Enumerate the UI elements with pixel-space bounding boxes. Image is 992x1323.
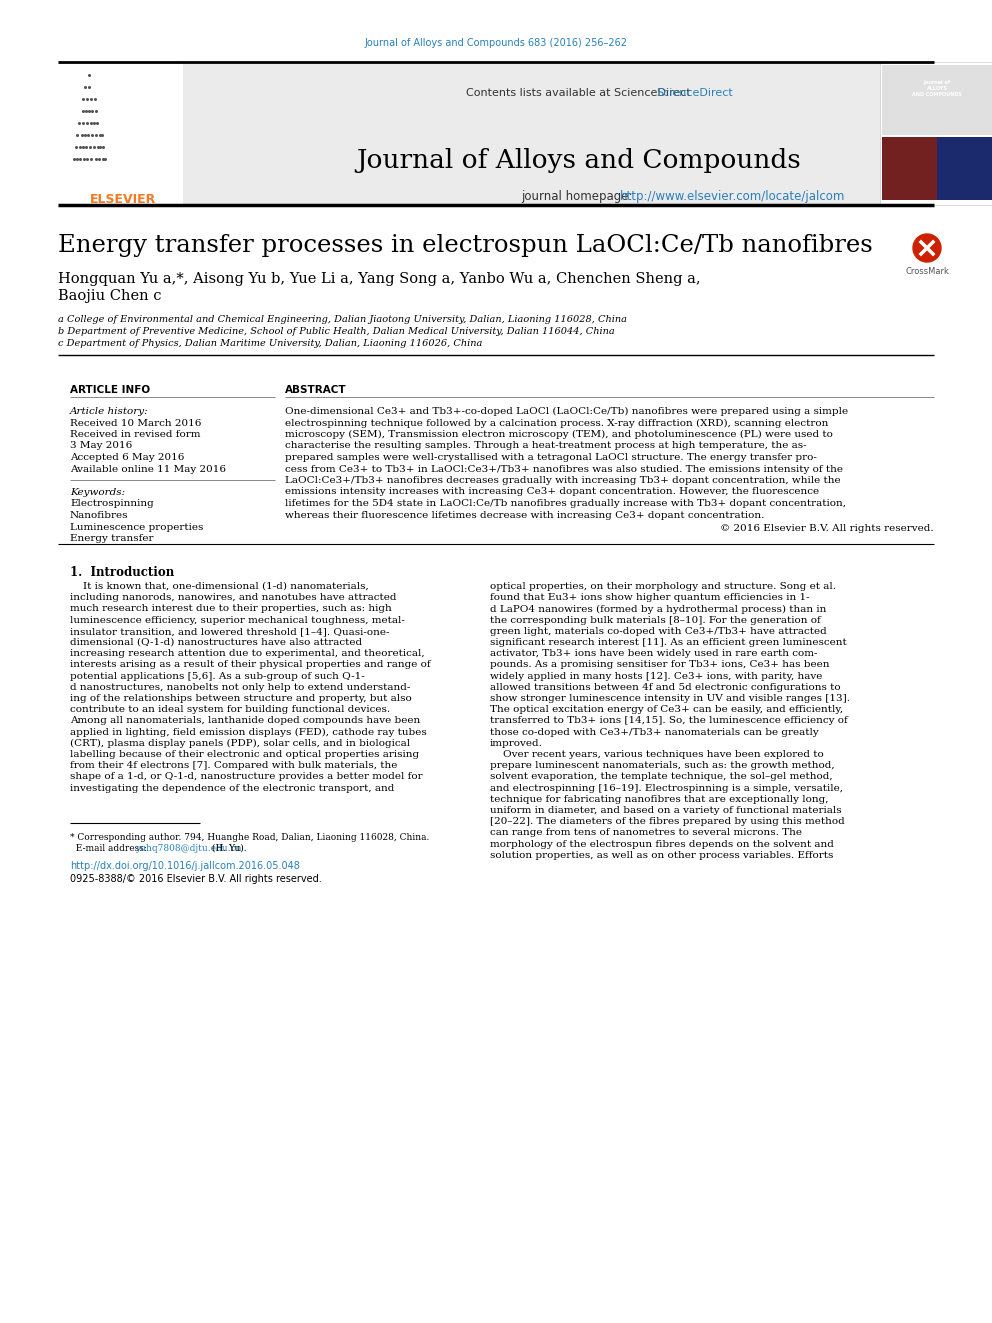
Text: shape of a 1-d, or Q-1-d, nanostructure provides a better model for: shape of a 1-d, or Q-1-d, nanostructure … <box>70 773 423 782</box>
Text: a College of Environmental and Chemical Engineering, Dalian Jiaotong University,: a College of Environmental and Chemical … <box>58 315 627 324</box>
Text: yuhq7808@djtu.edu.cn: yuhq7808@djtu.edu.cn <box>135 844 241 853</box>
Text: investigating the dependence of the electronic transport, and: investigating the dependence of the elec… <box>70 783 395 792</box>
Text: d LaPO4 nanowires (formed by a hydrothermal process) than in: d LaPO4 nanowires (formed by a hydrother… <box>490 605 826 614</box>
Text: Electrospinning: Electrospinning <box>70 500 154 508</box>
Text: technique for fabricating nanofibres that are exceptionally long,: technique for fabricating nanofibres tha… <box>490 795 828 804</box>
Text: potential applications [5,6]. As a sub-group of such Q-1-: potential applications [5,6]. As a sub-g… <box>70 672 365 680</box>
Text: activator, Tb3+ ions have been widely used in rare earth com-: activator, Tb3+ ions have been widely us… <box>490 650 817 659</box>
Text: [20–22]. The diameters of the fibres prepared by using this method: [20–22]. The diameters of the fibres pre… <box>490 818 845 826</box>
Text: LaOCl:Ce3+/Tb3+ nanofibres decreases gradually with increasing Tb3+ dopant conce: LaOCl:Ce3+/Tb3+ nanofibres decreases gra… <box>285 476 840 486</box>
Text: Journal of Alloys and Compounds 683 (2016) 256–262: Journal of Alloys and Compounds 683 (201… <box>364 38 628 48</box>
Text: cess from Ce3+ to Tb3+ in LaOCl:Ce3+/Tb3+ nanofibres was also studied. The emiss: cess from Ce3+ to Tb3+ in LaOCl:Ce3+/Tb3… <box>285 464 843 474</box>
Text: optical properties, on their morphology and structure. Song et al.: optical properties, on their morphology … <box>490 582 836 591</box>
Text: Available online 11 May 2016: Available online 11 May 2016 <box>70 464 226 474</box>
Bar <box>882 138 937 200</box>
Text: Among all nanomaterials, lanthanide doped compounds have been: Among all nanomaterials, lanthanide dope… <box>70 716 421 725</box>
Text: including nanorods, nanowires, and nanotubes have attracted: including nanorods, nanowires, and nanot… <box>70 593 397 602</box>
Text: transferred to Tb3+ ions [14,15]. So, the luminescence efficiency of: transferred to Tb3+ ions [14,15]. So, th… <box>490 716 848 725</box>
Text: Journal of
ALLOYS
AND COMPOUNDS: Journal of ALLOYS AND COMPOUNDS <box>912 79 962 97</box>
Text: applied in lighting, field emission displays (FED), cathode ray tubes: applied in lighting, field emission disp… <box>70 728 427 737</box>
Text: morphology of the electrospun fibres depends on the solvent and: morphology of the electrospun fibres dep… <box>490 840 834 848</box>
Text: ARTICLE INFO: ARTICLE INFO <box>70 385 150 396</box>
Text: Luminescence properties: Luminescence properties <box>70 523 203 532</box>
Text: CrossMark: CrossMark <box>905 267 949 277</box>
Text: allowed transitions between 4f and 5d electronic configurations to: allowed transitions between 4f and 5d el… <box>490 683 840 692</box>
Text: whereas their fluorescence lifetimes decrease with increasing Ce3+ dopant concen: whereas their fluorescence lifetimes dec… <box>285 511 765 520</box>
Text: electrospinning technique followed by a calcination process. X-ray diffraction (: electrospinning technique followed by a … <box>285 418 828 427</box>
Text: http://www.elsevier.com/locate/jalcom: http://www.elsevier.com/locate/jalcom <box>620 191 845 202</box>
Text: The optical excitation energy of Ce3+ can be easily, and efficiently,: The optical excitation energy of Ce3+ ca… <box>490 705 843 714</box>
Text: much research interest due to their properties, such as: high: much research interest due to their prop… <box>70 605 392 614</box>
Text: ScienceDirect: ScienceDirect <box>656 89 733 98</box>
Text: 1.  Introduction: 1. Introduction <box>70 566 175 579</box>
Text: show stronger luminescence intensity in UV and visible ranges [13].: show stronger luminescence intensity in … <box>490 695 850 703</box>
Text: green light, materials co-doped with Ce3+/Tb3+ have attracted: green light, materials co-doped with Ce3… <box>490 627 826 636</box>
Text: found that Eu3+ ions show higher quantum efficiencies in 1-: found that Eu3+ ions show higher quantum… <box>490 593 809 602</box>
Text: significant research interest [11]. As an efficient green luminescent: significant research interest [11]. As a… <box>490 638 847 647</box>
Text: Keywords:: Keywords: <box>70 488 125 497</box>
Text: Nanofibres: Nanofibres <box>70 511 129 520</box>
Bar <box>58 62 934 205</box>
Text: from their 4f electrons [7]. Compared with bulk materials, the: from their 4f electrons [7]. Compared wi… <box>70 761 398 770</box>
Text: prepare luminescent nanomaterials, such as: the growth method,: prepare luminescent nanomaterials, such … <box>490 761 834 770</box>
Text: uniform in diameter, and based on a variety of functional materials: uniform in diameter, and based on a vari… <box>490 806 841 815</box>
Text: Article history:: Article history: <box>70 407 149 415</box>
Text: 3 May 2016: 3 May 2016 <box>70 442 132 451</box>
Text: labelling because of their electronic and optical properties arising: labelling because of their electronic an… <box>70 750 420 759</box>
Bar <box>937 138 992 200</box>
Text: Hongquan Yu a,*, Aisong Yu b, Yue Li a, Yang Song a, Yanbo Wu a, Chenchen Sheng : Hongquan Yu a,*, Aisong Yu b, Yue Li a, … <box>58 273 700 286</box>
Text: characterise the resulting samples. Through a heat-treatment process at high tem: characterise the resulting samples. Thro… <box>285 442 806 451</box>
Text: ABSTRACT: ABSTRACT <box>285 385 346 396</box>
Text: b Department of Preventive Medicine, School of Public Health, Dalian Medical Uni: b Department of Preventive Medicine, Sch… <box>58 327 615 336</box>
Text: Energy transfer: Energy transfer <box>70 534 154 542</box>
Text: One-dimensional Ce3+ and Tb3+-co-doped LaOCl (LaOCl:Ce/Tb) nanofibres were prepa: One-dimensional Ce3+ and Tb3+-co-doped L… <box>285 407 848 417</box>
Text: contribute to an ideal system for building functional devices.: contribute to an ideal system for buildi… <box>70 705 390 714</box>
Text: prepared samples were well-crystallised with a tetragonal LaOCl structure. The e: prepared samples were well-crystallised … <box>285 452 816 462</box>
Text: Energy transfer processes in electrospun LaOCl:Ce/Tb nanofibres: Energy transfer processes in electrospun… <box>58 234 873 257</box>
Text: c Department of Physics, Dalian Maritime University, Dalian, Liaoning 116026, Ch: c Department of Physics, Dalian Maritime… <box>58 339 482 348</box>
Text: (H. Yu).: (H. Yu). <box>208 844 246 853</box>
Text: Over recent years, various techniques have been explored to: Over recent years, various techniques ha… <box>490 750 823 759</box>
Text: the corresponding bulk materials [8–10]. For the generation of: the corresponding bulk materials [8–10].… <box>490 615 820 624</box>
Text: solvent evaporation, the template technique, the sol–gel method,: solvent evaporation, the template techni… <box>490 773 832 782</box>
Bar <box>880 62 992 205</box>
Text: microscopy (SEM), Transmission electron microscopy (TEM), and photoluminescence : microscopy (SEM), Transmission electron … <box>285 430 833 439</box>
Text: Received in revised form: Received in revised form <box>70 430 200 439</box>
Bar <box>58 62 183 205</box>
Text: luminescence efficiency, superior mechanical toughness, metal-: luminescence efficiency, superior mechan… <box>70 615 405 624</box>
Text: (CRT), plasma display panels (PDP), solar cells, and in biological: (CRT), plasma display panels (PDP), sola… <box>70 738 410 747</box>
Text: solution properties, as well as on other process variables. Efforts: solution properties, as well as on other… <box>490 851 833 860</box>
Text: * Corresponding author. 794, Huanghe Road, Dalian, Liaoning 116028, China.: * Corresponding author. 794, Huanghe Roa… <box>70 832 430 841</box>
Text: It is known that, one-dimensional (1-d) nanomaterials,: It is known that, one-dimensional (1-d) … <box>70 582 369 591</box>
Text: 0925-8388/© 2016 Elsevier B.V. All rights reserved.: 0925-8388/© 2016 Elsevier B.V. All right… <box>70 873 321 884</box>
Text: interests arising as a result of their physical properties and range of: interests arising as a result of their p… <box>70 660 431 669</box>
Text: those co-doped with Ce3+/Tb3+ nanomaterials can be greatly: those co-doped with Ce3+/Tb3+ nanomateri… <box>490 728 818 737</box>
Text: lifetimes for the 5D4 state in LaOCl:Ce/Tb nanofibres gradually increase with Tb: lifetimes for the 5D4 state in LaOCl:Ce/… <box>285 499 846 508</box>
Text: ing of the relationships between structure and property, but also: ing of the relationships between structu… <box>70 695 412 703</box>
Text: Received 10 March 2016: Received 10 March 2016 <box>70 418 201 427</box>
Circle shape <box>913 234 941 262</box>
Bar <box>882 65 992 135</box>
Text: © 2016 Elsevier B.V. All rights reserved.: © 2016 Elsevier B.V. All rights reserved… <box>720 524 934 533</box>
Text: improved.: improved. <box>490 738 543 747</box>
Text: increasing research attention due to experimental, and theoretical,: increasing research attention due to exp… <box>70 650 425 659</box>
Text: can range from tens of nanometres to several microns. The: can range from tens of nanometres to sev… <box>490 828 802 837</box>
Text: widely applied in many hosts [12]. Ce3+ ions, with parity, have: widely applied in many hosts [12]. Ce3+ … <box>490 672 822 680</box>
Text: dimensional (Q-1-d) nanostructures have also attracted: dimensional (Q-1-d) nanostructures have … <box>70 638 362 647</box>
Text: d nanostructures, nanobelts not only help to extend understand-: d nanostructures, nanobelts not only hel… <box>70 683 411 692</box>
Text: Journal of Alloys and Compounds: Journal of Alloys and Compounds <box>356 148 801 173</box>
Text: http://dx.doi.org/10.1016/j.jallcom.2016.05.048: http://dx.doi.org/10.1016/j.jallcom.2016… <box>70 861 300 871</box>
Text: E-mail address:: E-mail address: <box>70 844 150 853</box>
Text: ELSEVIER: ELSEVIER <box>90 193 157 206</box>
Text: Baojiu Chen c: Baojiu Chen c <box>58 288 162 303</box>
Text: and electrospinning [16–19]. Electrospinning is a simple, versatile,: and electrospinning [16–19]. Electrospin… <box>490 783 843 792</box>
Text: Contents lists available at ScienceDirect: Contents lists available at ScienceDirec… <box>466 89 690 98</box>
Text: insulator transition, and lowered threshold [1–4]. Quasi-one-: insulator transition, and lowered thresh… <box>70 627 390 636</box>
Text: emissions intensity increases with increasing Ce3+ dopant concentration. However: emissions intensity increases with incre… <box>285 487 819 496</box>
Text: Accepted 6 May 2016: Accepted 6 May 2016 <box>70 452 185 462</box>
Text: pounds. As a promising sensitiser for Tb3+ ions, Ce3+ has been: pounds. As a promising sensitiser for Tb… <box>490 660 829 669</box>
Text: journal homepage:: journal homepage: <box>521 191 636 202</box>
